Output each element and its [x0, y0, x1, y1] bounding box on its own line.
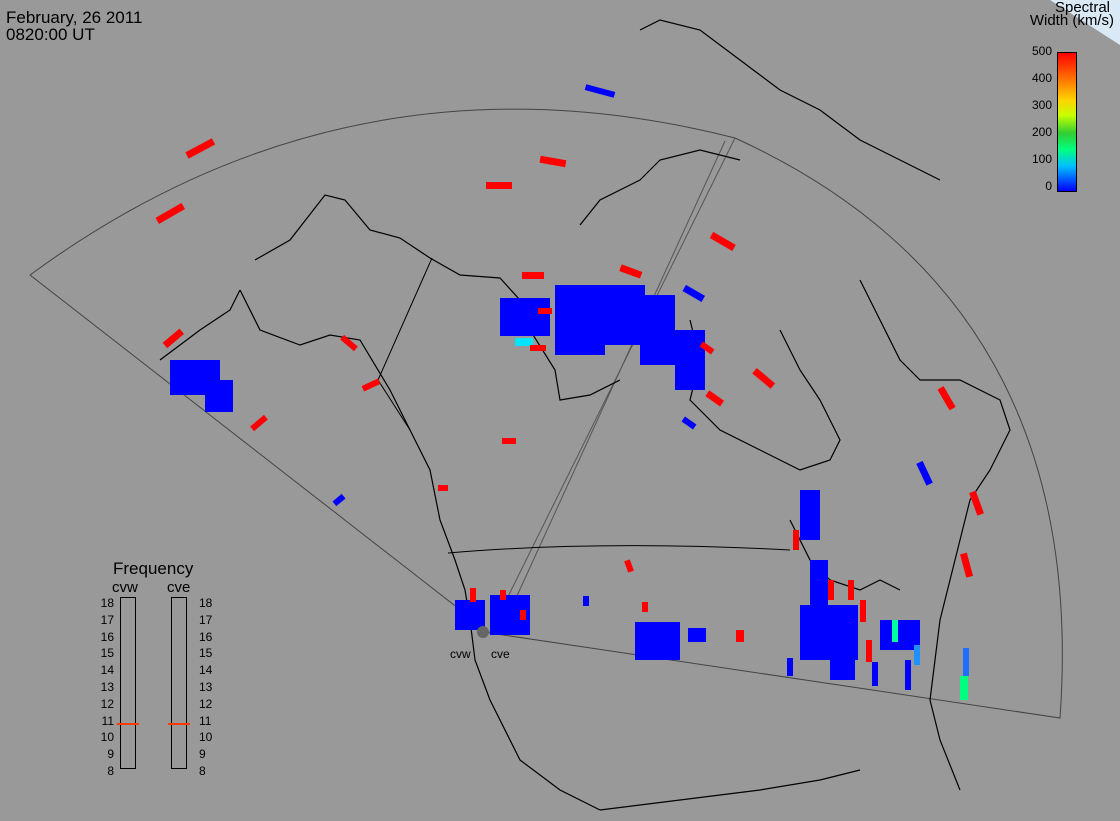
frequency-tick-right: 17 [199, 612, 213, 627]
frequency-tick-left: 17 [100, 612, 114, 627]
frequency-tick-left: 10 [100, 730, 114, 745]
legend-tick: 300 [1031, 98, 1052, 112]
border-alaska [377, 257, 433, 431]
coastlines [159, 19, 1011, 811]
border-49n [447, 545, 791, 554]
frequency-tick-left: 13 [100, 680, 114, 694]
frequency-tick-left: 12 [100, 696, 114, 711]
frequency-tick-left: 9 [107, 747, 114, 762]
legend-title-line2: Width (km/s) [1029, 12, 1114, 29]
frequency-label-cvw: cvw [112, 579, 138, 596]
frequency-tick-right: 14 [199, 663, 213, 678]
frequency-tick-left: 14 [100, 663, 114, 678]
legend-corner-tab [1050, 0, 1120, 45]
fov-divider-east [499, 140, 726, 634]
frequency-tick-right: 12 [199, 696, 213, 711]
legend-tick: 200 [1031, 125, 1052, 139]
frequency-marker-cve [168, 723, 190, 726]
station-label-cvw: cvw [450, 647, 471, 661]
frequency-tick-left: 18 [100, 596, 114, 610]
frequency-tick-right: 15 [199, 646, 213, 661]
legend-tick: 100 [1031, 152, 1052, 166]
frequency-box-cve [171, 597, 187, 769]
frequency-tick-right: 18 [199, 596, 213, 610]
frequency-tick-right: 10 [199, 730, 213, 745]
frequency-tick-right: 16 [199, 629, 213, 644]
frequency-tick-right: 13 [199, 680, 213, 694]
colorbar [1057, 52, 1077, 192]
frequency-label-cve: cve [167, 579, 191, 596]
near-range-fan [455, 588, 530, 635]
frequency-tick-right: 11 [199, 713, 212, 728]
legend-title-line1: Spectral [1054, 0, 1110, 16]
frequency-tick-right: 8 [199, 764, 206, 778]
legend-tick: 0 [1045, 179, 1052, 193]
frequency-tick-left: 8 [107, 764, 114, 778]
station-label-cve: cve [491, 647, 510, 661]
radar-echoes [155, 84, 984, 700]
legend-tick: 400 [1031, 71, 1052, 85]
frequency-marker-cvw [117, 723, 139, 726]
frequency-tick-left: 11 [101, 713, 114, 728]
frequency-tick-left: 16 [100, 629, 114, 644]
fov-boundary [29, 108, 1063, 719]
radar-site-marker [477, 626, 489, 638]
frequency-box-cvw [120, 597, 136, 769]
frequency-tick-left: 15 [100, 646, 114, 661]
date-label: February, 26 2011 [6, 8, 143, 27]
frequency-tick-right: 9 [199, 747, 206, 762]
legend-tick: 500 [1031, 44, 1052, 58]
frequency-panel-title: Frequency [113, 559, 194, 578]
time-label: 0820:00 UT [6, 25, 95, 44]
fov-divider-west [489, 137, 736, 634]
